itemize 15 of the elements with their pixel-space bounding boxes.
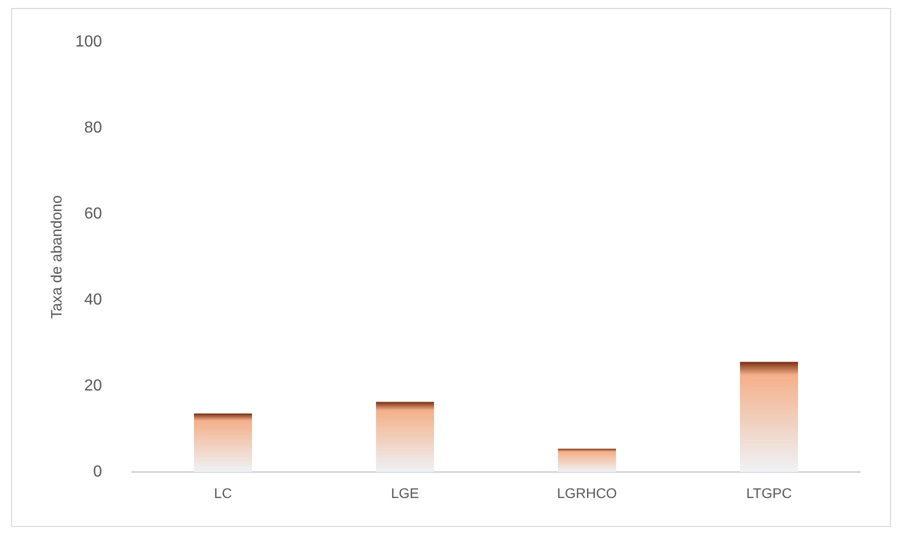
bar — [740, 362, 798, 472]
y-tick-label: 20 — [84, 378, 102, 394]
x-tick-label: LGRHCO — [557, 485, 618, 501]
bar — [558, 448, 616, 472]
y-axis-title: Taxa de abandono — [48, 195, 66, 319]
x-tick-label: LGE — [390, 485, 420, 501]
y-tick-label: 0 — [93, 464, 102, 480]
y-tick-label: 80 — [84, 120, 102, 136]
x-tick-label: LTGPC — [746, 485, 792, 501]
y-tick-label: 40 — [84, 292, 102, 308]
bar — [376, 402, 434, 472]
y-tick-label: 60 — [84, 206, 102, 222]
bar — [194, 414, 252, 472]
x-tick-label: LC — [214, 485, 232, 501]
y-tick-label: 100 — [75, 34, 102, 50]
